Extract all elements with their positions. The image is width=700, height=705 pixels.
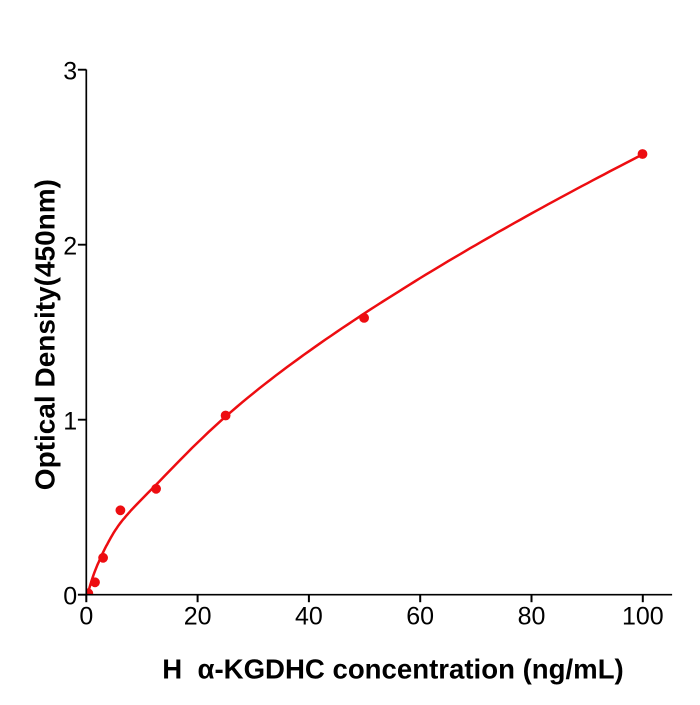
svg-text:3: 3 xyxy=(63,57,77,85)
svg-text:20: 20 xyxy=(184,602,212,630)
svg-text:H α-KGDHC concentration (ng/m: H α-KGDHC concentration (ng/mL) xyxy=(162,654,624,685)
svg-text:2: 2 xyxy=(63,232,77,260)
svg-text:80: 80 xyxy=(518,602,546,630)
svg-text:100: 100 xyxy=(622,602,664,630)
svg-text:0: 0 xyxy=(63,582,77,610)
svg-text:40: 40 xyxy=(295,602,323,630)
svg-text:60: 60 xyxy=(406,602,434,630)
svg-text:0: 0 xyxy=(79,602,93,630)
svg-text:1: 1 xyxy=(63,407,77,435)
svg-text:Optical Density(450nm): Optical Density(450nm) xyxy=(29,179,60,490)
